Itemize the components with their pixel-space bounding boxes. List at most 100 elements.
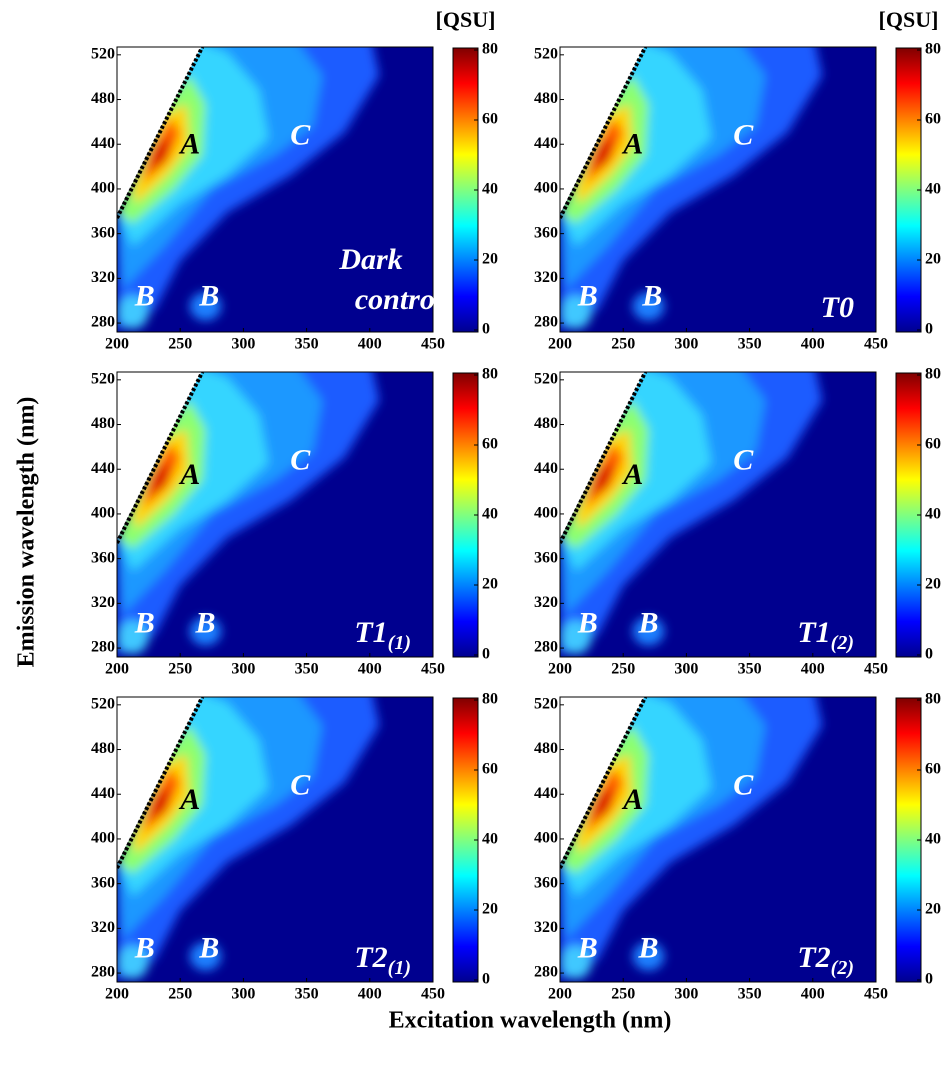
x-tick-label: 450 bbox=[864, 336, 888, 353]
panel-label-main: T2 bbox=[354, 941, 387, 974]
scatter-edge bbox=[117, 697, 205, 869]
colorbar-tick-label: 20 bbox=[925, 576, 941, 593]
peak-label: C bbox=[733, 118, 754, 151]
peak-label: A bbox=[178, 127, 200, 160]
peak-label: B bbox=[577, 607, 598, 640]
panel-label-main: T2 bbox=[797, 941, 830, 974]
colorbar-tick-label: 60 bbox=[925, 111, 941, 128]
colorbar-tick-label: 60 bbox=[482, 436, 498, 453]
colorbar-tick-label: 40 bbox=[482, 506, 498, 523]
colorbar bbox=[452, 372, 479, 658]
x-tick-label: 300 bbox=[674, 986, 698, 1003]
y-tick-label: 480 bbox=[534, 415, 558, 432]
x-tick-label: 350 bbox=[738, 986, 762, 1003]
heatmap-layer bbox=[148, 463, 171, 498]
heatmap-spot bbox=[560, 294, 592, 330]
peak-label: C bbox=[290, 118, 311, 151]
panel: 200 250 300 350 400 450280320360400440480520A… bbox=[91, 366, 498, 678]
heatmap-layer bbox=[591, 788, 614, 823]
heatmap-spot bbox=[560, 944, 592, 980]
y-tick-label: 280 bbox=[534, 314, 558, 331]
x-tick-label: 400 bbox=[358, 986, 382, 1003]
colorbar-tick-label: 0 bbox=[482, 971, 490, 988]
peak-label: C bbox=[733, 768, 754, 801]
heatmap-spot bbox=[189, 617, 222, 646]
y-tick-label: 520 bbox=[534, 695, 558, 712]
y-tick-label: 320 bbox=[91, 919, 115, 936]
plot-frame bbox=[559, 371, 877, 658]
y-tick-label: 480 bbox=[91, 90, 115, 107]
peak-label: A bbox=[621, 783, 643, 816]
colorbar-tick-label: 0 bbox=[925, 646, 933, 663]
peak-label: C bbox=[290, 768, 311, 801]
heatmap-spot bbox=[117, 619, 149, 655]
y-tick-label: 360 bbox=[91, 549, 115, 566]
panel-label-sub: (2) bbox=[831, 632, 854, 654]
y-tick-label: 280 bbox=[534, 639, 558, 656]
heatmap bbox=[117, 697, 433, 982]
x-tick-label: 400 bbox=[801, 336, 825, 353]
peak-label: B bbox=[134, 607, 155, 640]
colorbar-tick-label: 0 bbox=[482, 646, 490, 663]
y-tick-label: 320 bbox=[91, 269, 115, 286]
y-tick-label: 520 bbox=[534, 370, 558, 387]
x-tick-label: 400 bbox=[801, 986, 825, 1003]
plot-frame bbox=[559, 696, 877, 983]
y-tick-label: 360 bbox=[91, 874, 115, 891]
x-tick-label: 350 bbox=[295, 336, 319, 353]
heatmap-spot bbox=[560, 619, 592, 655]
y-tick-label: 520 bbox=[534, 45, 558, 62]
heatmap-spot bbox=[632, 292, 665, 321]
plot-frame bbox=[116, 371, 434, 658]
scatter-edge bbox=[560, 697, 648, 869]
colorbar bbox=[452, 697, 479, 983]
peak-label: B bbox=[198, 932, 219, 965]
x-tick-label: 450 bbox=[421, 986, 445, 1003]
colorbar-tick-label: 80 bbox=[482, 691, 498, 708]
panel-label-main: T1 bbox=[354, 616, 387, 649]
x-tick-label: 250 bbox=[168, 661, 192, 678]
colorbar-tick-label: 80 bbox=[925, 41, 941, 58]
panel-label: control bbox=[355, 283, 444, 316]
y-tick-label: 280 bbox=[534, 964, 558, 981]
colorbar-tick-label: 40 bbox=[925, 506, 941, 523]
panel-label: T2(1) bbox=[354, 941, 411, 979]
panel: 200 250 300 350 400 450280320360400440480520A… bbox=[534, 366, 941, 678]
y-tick-label: 400 bbox=[91, 830, 115, 847]
panel-label-main: T0 bbox=[821, 291, 854, 324]
x-tick-label: 300 bbox=[231, 986, 255, 1003]
heatmap-layer bbox=[591, 463, 614, 498]
y-tick-label: 400 bbox=[91, 180, 115, 197]
x-tick-label: 350 bbox=[738, 661, 762, 678]
panel-label-sub: (1) bbox=[388, 632, 411, 654]
y-tick-label: 440 bbox=[534, 785, 558, 802]
heatmap-layers bbox=[560, 372, 823, 657]
peak-label: A bbox=[178, 783, 200, 816]
x-tick-label: 250 bbox=[611, 336, 635, 353]
panel-label: T1(2) bbox=[797, 616, 854, 654]
x-tick-label: 300 bbox=[674, 661, 698, 678]
x-tick-label: 200 bbox=[548, 986, 572, 1003]
y-tick-label: 280 bbox=[91, 639, 115, 656]
colorbar bbox=[895, 697, 922, 983]
x-tick-label: 200 bbox=[105, 986, 129, 1003]
colorbar-tick-label: 60 bbox=[925, 761, 941, 778]
heatmap-spot bbox=[189, 942, 222, 971]
y-tick-label: 400 bbox=[534, 180, 558, 197]
x-tick-label: 250 bbox=[611, 661, 635, 678]
scatter-edge bbox=[560, 47, 648, 219]
panel-label: T1(1) bbox=[354, 616, 411, 654]
colorbar-tick-label: 40 bbox=[482, 831, 498, 848]
colorbar-label: [QSU] bbox=[436, 7, 496, 32]
x-tick-label: 450 bbox=[421, 336, 445, 353]
heatmap-layers bbox=[560, 697, 823, 982]
y-tick-label: 520 bbox=[91, 45, 115, 62]
x-tick-label: 200 bbox=[548, 336, 572, 353]
panel-label: T0 bbox=[821, 291, 854, 324]
peak-label: B bbox=[641, 279, 662, 312]
panel: 200 250 300 350 400 450280320360400440480520A… bbox=[534, 7, 941, 353]
peak-label: B bbox=[637, 607, 658, 640]
y-tick-label: 280 bbox=[91, 964, 115, 981]
y-tick-label: 400 bbox=[534, 505, 558, 522]
colorbar-tick-label: 40 bbox=[482, 181, 498, 198]
